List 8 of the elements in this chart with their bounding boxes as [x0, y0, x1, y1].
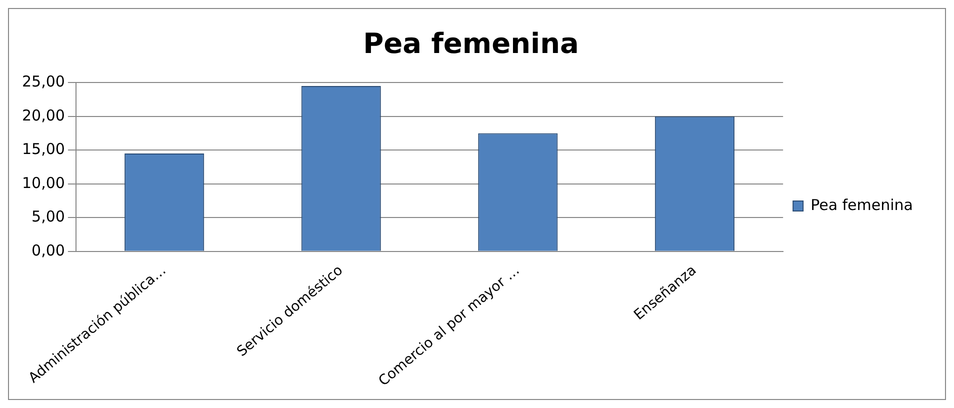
y-tick-label: 5,00	[32, 208, 65, 226]
y-tick-label: 20,00	[22, 106, 65, 124]
y-tick-label: 10,00	[22, 174, 65, 192]
y-tick-label: 25,00	[22, 72, 65, 90]
y-tick-label: 15,00	[22, 140, 65, 158]
y-tick-label: 0,00	[32, 241, 65, 260]
legend-label: Pea femenina	[810, 196, 913, 214]
chart-title: Pea femenina	[363, 27, 579, 60]
